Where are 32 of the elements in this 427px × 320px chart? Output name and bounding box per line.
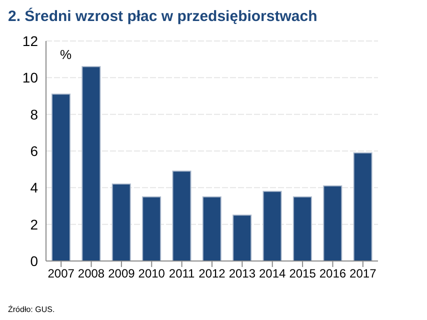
x-tick-label: 2017 [350, 266, 377, 281]
x-tick-label: 2013 [228, 266, 256, 281]
bar [292, 196, 312, 261]
x-tick-label: 2015 [289, 266, 316, 281]
x-tick-label: 2012 [198, 266, 226, 281]
x-tick-label: 2010 [138, 266, 166, 281]
x-tick-label: 2008 [78, 266, 105, 281]
y-tick-label: 12 [22, 32, 38, 49]
x-tick-label: 2009 [108, 266, 136, 281]
y-axis-title: % [60, 47, 72, 62]
x-tick-label: 2016 [319, 266, 346, 281]
y-tick-label: 2 [30, 216, 38, 232]
bar [142, 196, 162, 261]
y-tick-label: 6 [30, 142, 38, 159]
y-tick-label: 4 [30, 180, 38, 196]
bar [262, 190, 282, 261]
x-tick-label: 2011 [168, 266, 196, 281]
bar [353, 152, 372, 261]
bar [52, 94, 70, 261]
bar [172, 170, 192, 261]
chart-title: 2. Średni wzrost płac w przedsiębiorstwach [8, 8, 318, 25]
bar [112, 184, 131, 261]
bar [202, 196, 222, 261]
y-tick-label: 0 [30, 252, 38, 269]
text: Źródło: GUS. [8, 305, 56, 314]
y-tick-label: 8 [30, 106, 38, 122]
bar [323, 185, 342, 261]
bar [82, 66, 101, 261]
y-tick-label: 10 [22, 70, 38, 86]
x-tick-label: 2007 [48, 266, 75, 281]
x-tick-label: 2014 [259, 266, 286, 281]
bar [232, 214, 252, 261]
